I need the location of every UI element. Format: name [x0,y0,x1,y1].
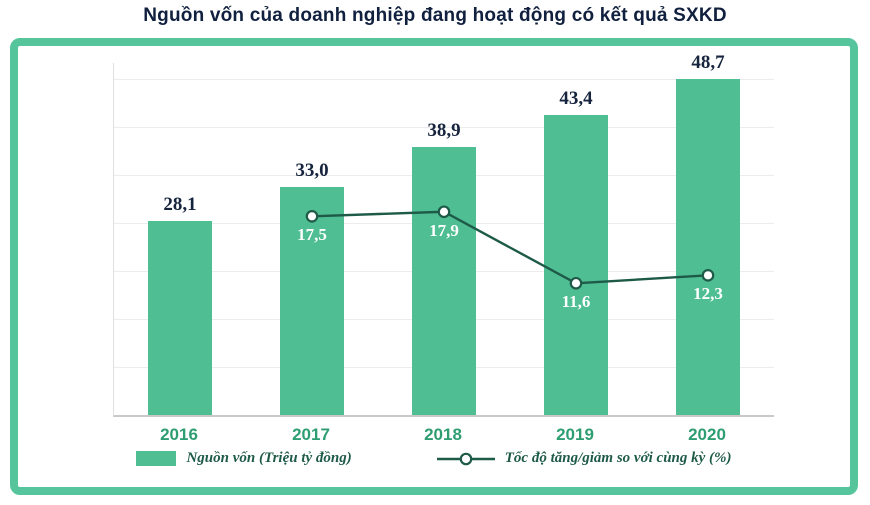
plot-area: 28,1 33,0 38,9 43,4 48,7 17,5 17,9 11,6 12,3 [113,52,774,417]
line-marker [437,205,451,219]
trend-line [305,205,715,290]
line-value-label: 17,9 [429,220,459,240]
line-value-label: 12,3 [693,284,723,304]
bar-value-label: 38,9 [427,119,461,141]
bar [412,146,476,415]
bar-value-label: 43,4 [559,88,593,110]
x-axis-label: 2016 [160,425,198,444]
bar-value-label: 48,7 [691,51,725,73]
page-title: Nguồn vốn của doanh nghiệp đang hoạt độn… [143,5,727,26]
legend: Nguồn vốn (Triệu tỷ đồng) Tốc độ tăng/gi… [18,450,850,467]
bar [148,221,212,415]
x-axis-labels: 2016 2017 2018 2019 2020 [113,425,773,449]
line-value-label: 17,5 [297,225,327,245]
legend-item-bar: Nguồn vốn (Triệu tỷ đồng) [136,450,352,467]
legend-bar-swatch-icon [136,451,177,466]
chart-panel: 28,1 33,0 38,9 43,4 48,7 17,5 17,9 11,6 12,3 201… [10,38,858,495]
legend-line-label: Tốc độ tăng/giảm so với cùng kỳ (%) [504,450,732,466]
bar-value-label: 33,0 [295,160,329,182]
x-axis-label: 2019 [556,425,594,444]
bar [676,78,740,415]
bar-value-label: 28,1 [163,194,197,216]
x-axis-label: 2017 [292,425,330,444]
x-axis-label: 2018 [424,425,462,444]
bar [280,187,344,415]
x-axis-label: 2020 [688,425,726,444]
legend-bar-label: Nguồn vốn (Triệu tỷ đồng) [186,450,352,466]
legend-line-marker-icon [436,452,495,465]
line-marker [305,209,319,223]
line-value-label: 11,6 [561,292,591,312]
line-marker [701,269,715,282]
line-marker [569,276,583,290]
bar [544,115,608,415]
legend-item-line: Tốc độ tăng/giảm so với cùng kỳ (%) [436,450,732,467]
